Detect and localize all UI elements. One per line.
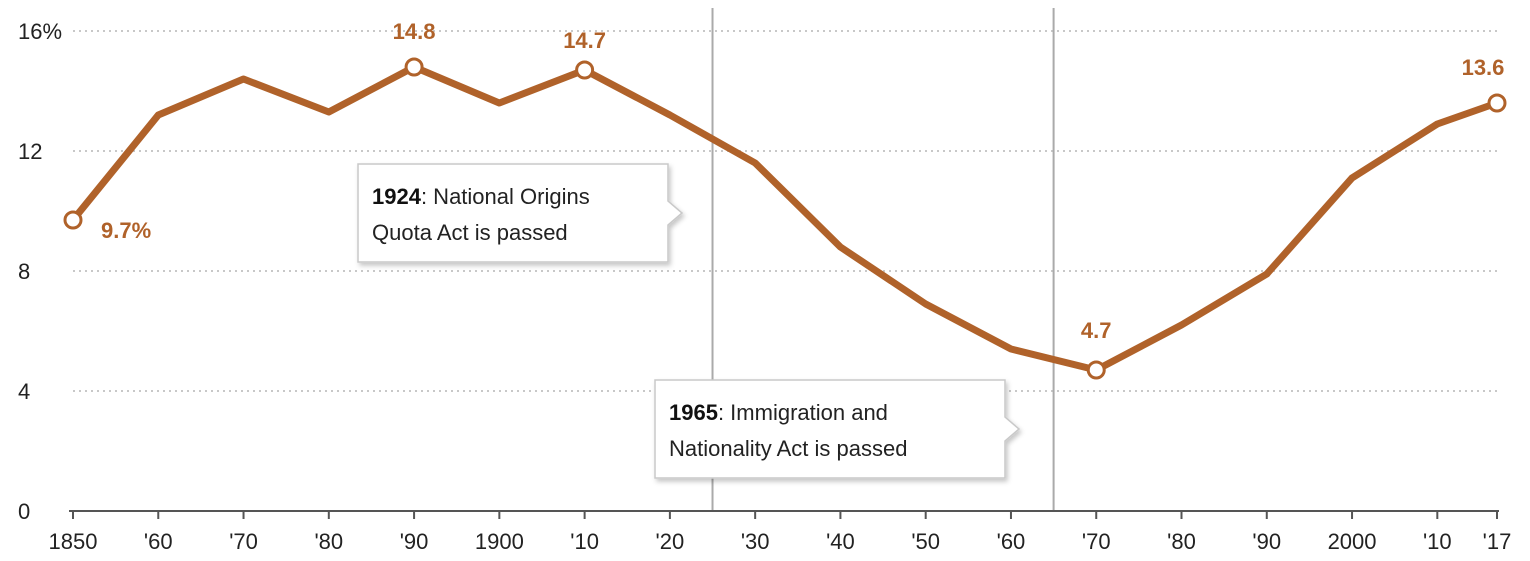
annotation-box-1924: 1924: National Origins Quota Act is passe… (357, 163, 684, 263)
y-tick-label: 8 (18, 259, 30, 284)
x-tick-label: '70 (1082, 529, 1111, 554)
annotation-line-1: 1924: National Origins (372, 184, 590, 209)
y-tick-label: 0 (18, 499, 30, 524)
highlight-marker-1910 (575, 60, 595, 80)
annotation-year: 1965 (669, 400, 718, 425)
series-line (69, 63, 1501, 374)
y-tick-label: 12 (18, 139, 42, 164)
data-labels: 9.7% 14.8 14.7 4.7 13.6 (101, 19, 1504, 343)
highlight-marker-2017 (1487, 93, 1507, 113)
x-tick-label: '10 (570, 529, 599, 554)
highlight-marker-1890 (404, 57, 424, 77)
highlight-marker-1970 (1086, 360, 1106, 380)
data-label-1910: 14.7 (563, 28, 606, 53)
x-tick-label: 2000 (1328, 529, 1377, 554)
annotation-line-2: Nationality Act is passed (669, 436, 907, 461)
x-tick-label: '70 (229, 529, 258, 554)
x-tick-label: '80 (314, 529, 343, 554)
x-tick-label: '30 (741, 529, 770, 554)
x-tick-label: 1850 (49, 529, 98, 554)
annotation-year: 1924 (372, 184, 422, 209)
x-tick-label: '60 (997, 529, 1026, 554)
x-axis: 1850 '60 '70 '80 '90 1900 '10 '20 '30 '40 '50 '60 '7… (49, 510, 1512, 554)
data-label-1890: 14.8 (393, 19, 436, 44)
x-tick-label: '50 (911, 529, 940, 554)
gridlines (73, 30, 1497, 392)
highlight-markers (63, 57, 1507, 380)
x-tick-label: '20 (656, 529, 685, 554)
annotation-box-1965: 1965: Immigration and Nationality Act is … (654, 379, 1021, 479)
x-tick-label: '17 (1483, 529, 1512, 554)
data-label-1970: 4.7 (1081, 318, 1112, 343)
series-line-group (69, 63, 1501, 374)
annotations: 1924: National Origins Quota Act is passe… (357, 163, 1021, 479)
x-tick-label: '60 (144, 529, 173, 554)
annotation-line-1: 1965: Immigration and (669, 400, 888, 425)
annotation-text: : Immigration and (718, 400, 888, 425)
annotation-text: : National Origins (421, 184, 590, 209)
annotation-frame (654, 379, 1021, 479)
annotation-line-2: Quota Act is passed (372, 220, 568, 245)
y-tick-label: 4 (18, 379, 30, 404)
x-tick-label: '10 (1423, 529, 1452, 554)
x-tick-label: '90 (400, 529, 429, 554)
x-tick-label: '90 (1252, 529, 1281, 554)
x-tick-label: '40 (826, 529, 855, 554)
y-axis-ticks: 0 4 8 12 16% (18, 19, 62, 524)
x-tick-label: '80 (1167, 529, 1196, 554)
data-label-2017: 13.6 (1462, 55, 1505, 80)
x-tick-label: 1900 (475, 529, 524, 554)
data-label-1850: 9.7% (101, 218, 151, 243)
highlight-marker-1850 (63, 210, 83, 230)
annotation-frame (357, 163, 684, 263)
y-tick-label: 16% (18, 19, 62, 44)
